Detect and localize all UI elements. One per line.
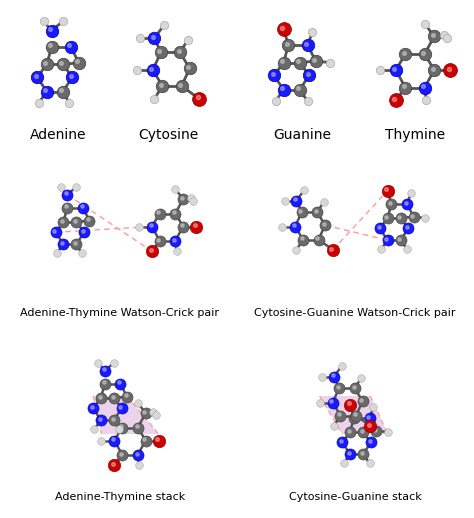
Text: Cytosine-Guanine Watson-Crick pair: Cytosine-Guanine Watson-Crick pair [254,308,456,318]
Polygon shape [319,396,388,434]
Text: Adenine: Adenine [30,128,86,142]
Text: Adenine-Thymine Watson-Crick pair: Adenine-Thymine Watson-Crick pair [20,308,219,318]
Text: Cytosine: Cytosine [138,128,198,142]
Polygon shape [93,396,159,434]
Text: Guanine: Guanine [273,128,331,142]
Text: Adenine-Thymine stack: Adenine-Thymine stack [55,492,185,502]
Text: Cytosine-Guanine stack: Cytosine-Guanine stack [289,492,421,502]
Text: Thymine: Thymine [385,128,445,142]
